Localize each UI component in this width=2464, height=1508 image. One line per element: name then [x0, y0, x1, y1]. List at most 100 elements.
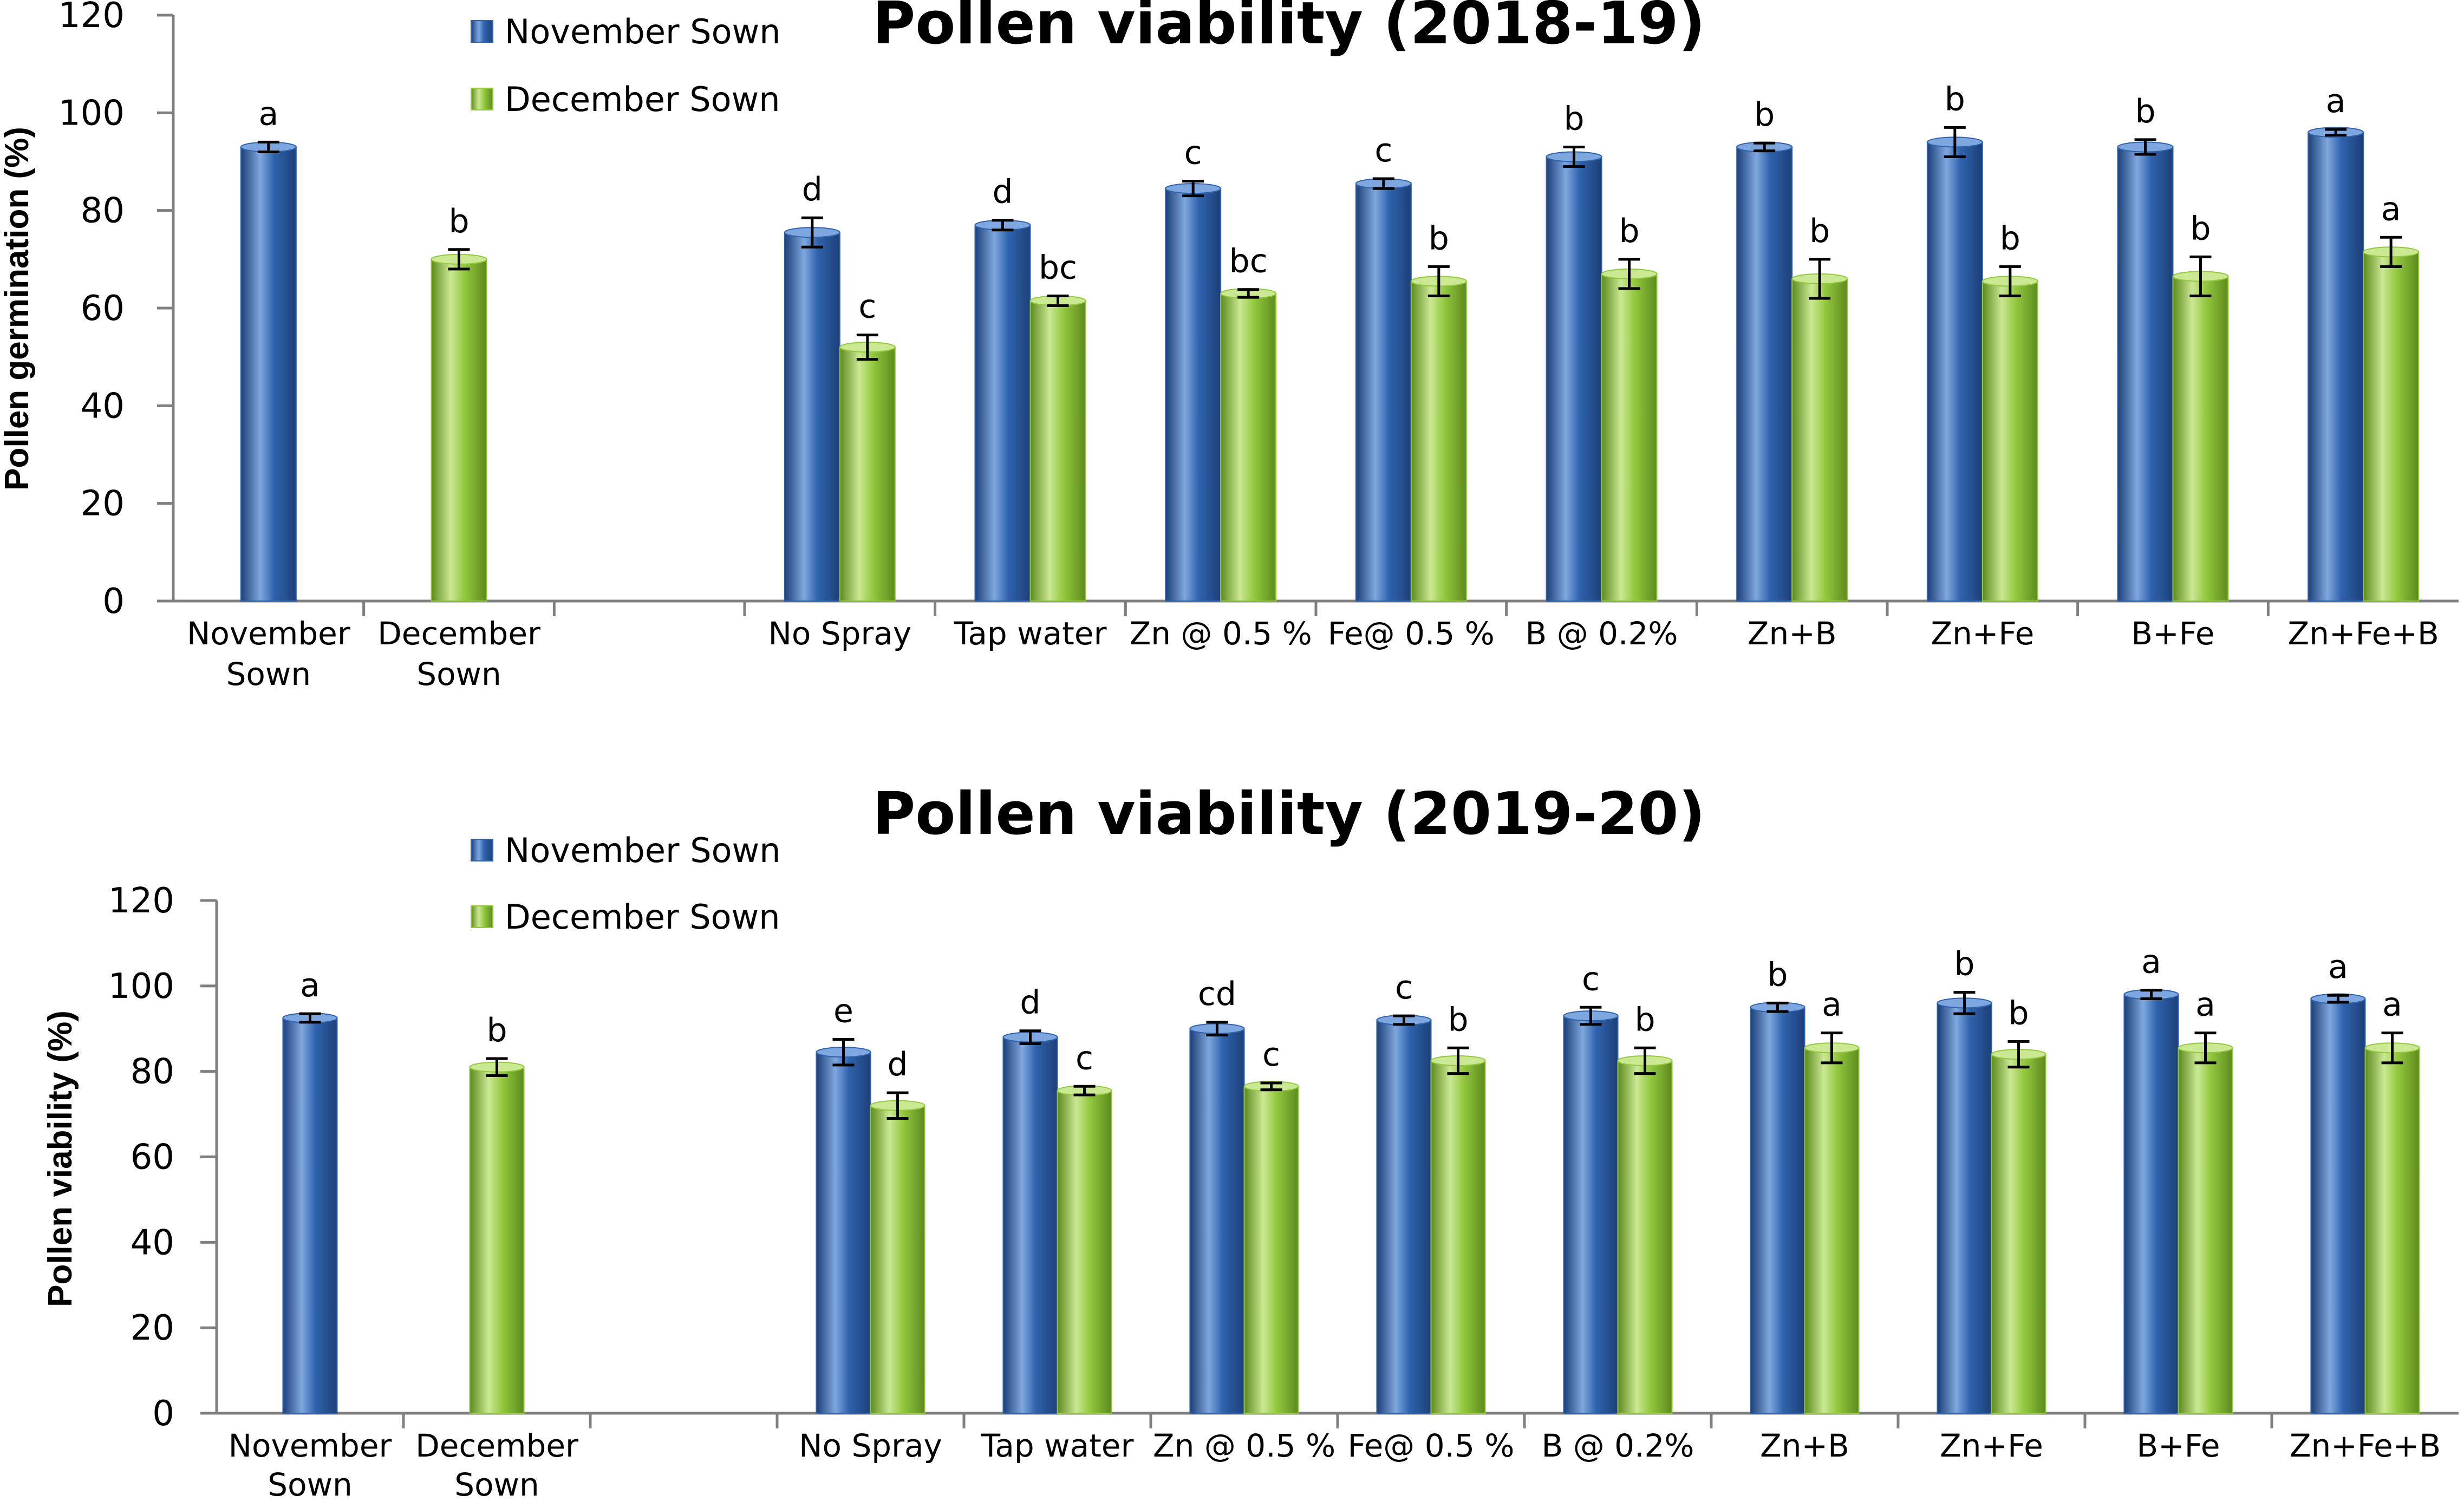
significance-label: e — [833, 992, 853, 1030]
bar-december — [1617, 1060, 1673, 1414]
bar-december — [1243, 1086, 1299, 1414]
significance-label: b — [1767, 956, 1788, 994]
bar-december — [1991, 1054, 2046, 1414]
x-category-label: No Spray — [768, 615, 912, 652]
bar-december — [2363, 251, 2420, 602]
bar-november — [2123, 994, 2179, 1414]
bar-november — [1937, 1002, 1992, 1414]
bar-november — [2307, 132, 2364, 602]
bar-november — [1002, 1036, 1058, 1414]
significance-label: b — [1754, 96, 1775, 134]
significance-label: c — [1075, 1039, 1093, 1077]
y-tick-label: 0 — [102, 582, 125, 622]
y-tick-label: 40 — [81, 386, 125, 426]
y-tick-label: 120 — [58, 0, 125, 36]
y-tick-label: 60 — [131, 1138, 174, 1178]
y-axis-label: Pollen viability (%) — [42, 1010, 79, 1307]
significance-label: b — [2008, 994, 2029, 1032]
bar-december — [1791, 278, 1848, 602]
significance-label: b — [2135, 93, 2155, 130]
x-category-label: November — [229, 1427, 392, 1464]
bar-november — [282, 1017, 338, 1414]
bar-december — [1057, 1090, 1112, 1414]
legend-label-november: November Sown — [505, 12, 781, 51]
y-tick-label: 120 — [108, 881, 174, 921]
x-category-label: B @ 0.2% — [1525, 615, 1678, 652]
legend-swatch-november — [471, 20, 493, 43]
x-category-label: December — [415, 1427, 578, 1464]
x-category-label: Tap water — [981, 1427, 1134, 1464]
significance-label: b — [2190, 210, 2211, 247]
significance-label: d — [1020, 984, 1040, 1022]
y-tick-label: 0 — [152, 1394, 174, 1434]
x-category-label: November — [187, 615, 350, 652]
x-category-label: Fe@ 0.5 % — [1328, 615, 1495, 652]
significance-label: b — [1448, 1001, 1468, 1039]
bar-december — [870, 1105, 925, 1414]
significance-label: b — [1429, 219, 1449, 257]
bar-november — [2117, 146, 2174, 602]
significance-label: b — [448, 203, 469, 240]
x-category-label: Sown — [454, 1466, 539, 1503]
significance-label: c — [1184, 134, 1202, 172]
legend-swatch-november — [471, 839, 493, 861]
x-category-label: Zn+B — [1748, 615, 1837, 652]
bar-december — [2172, 276, 2229, 602]
bar-december — [2364, 1047, 2420, 1414]
bar-november — [1750, 1007, 1805, 1414]
significance-label: a — [1822, 986, 1842, 1024]
y-tick-label: 40 — [131, 1223, 174, 1263]
significance-label: d — [992, 173, 1013, 211]
significance-label: c — [1395, 969, 1413, 1007]
bar-november — [1189, 1028, 1245, 1414]
significance-label: b — [1563, 100, 1584, 138]
bar-november — [1926, 141, 1983, 602]
y-tick-label: 80 — [81, 191, 125, 231]
x-category-label: B+Fe — [2136, 1427, 2220, 1464]
significance-label: b — [2000, 219, 2020, 257]
bar-december — [1220, 292, 1277, 602]
legend-label-december: December Sown — [505, 80, 780, 119]
significance-label: a — [2326, 82, 2346, 120]
x-category-label: B+Fe — [2131, 615, 2214, 652]
legend-swatch-december — [471, 88, 493, 110]
bar-december — [1804, 1047, 1860, 1414]
significance-label: b — [1809, 212, 1830, 250]
significance-label: a — [2141, 943, 2161, 981]
significance-label: a — [300, 967, 320, 1004]
x-category-label: B @ 0.2% — [1541, 1427, 1694, 1464]
x-category-label: Zn @ 0.5 % — [1130, 615, 1312, 652]
x-category-label: Sown — [416, 656, 501, 693]
y-tick-label: 20 — [81, 484, 125, 524]
bar-december — [1430, 1060, 1486, 1414]
x-category-label: Zn+Fe+B — [2290, 1427, 2441, 1464]
significance-label: c — [858, 288, 876, 326]
bar-november — [1563, 1015, 1619, 1414]
bar-december — [1410, 280, 1467, 602]
bar-december — [1981, 280, 2038, 602]
y-tick-label: 60 — [81, 289, 125, 329]
significance-label: bc — [1039, 249, 1077, 286]
significance-label: a — [2195, 986, 2215, 1024]
significance-label: b — [1634, 1001, 1655, 1039]
x-category-label: Zn+B — [1760, 1427, 1849, 1464]
bar-november — [816, 1052, 871, 1414]
x-category-label: Zn+Fe — [1940, 1427, 2043, 1464]
bar-november — [1376, 1019, 1432, 1414]
significance-label: c — [1262, 1036, 1280, 1074]
bar-december — [431, 258, 487, 602]
bar-december — [839, 347, 896, 602]
significance-label: a — [258, 95, 278, 133]
significance-label: b — [1945, 80, 1965, 118]
chart-title: Pollen viability (2019-20) — [872, 780, 1705, 848]
significance-label: cd — [1198, 975, 1236, 1013]
bar-december — [2178, 1047, 2233, 1414]
x-category-label: Zn @ 0.5 % — [1153, 1427, 1335, 1464]
x-category-label: Zn+Fe+B — [2287, 615, 2439, 652]
significance-label: c — [1374, 132, 1392, 169]
chart-2018-19: Pollen viability (2018-19) 0 20 40 60 80 100 12… — [0, 0, 2459, 693]
bar-november — [1546, 156, 1602, 602]
x-category-label: Zn+Fe — [1931, 615, 2034, 652]
significance-label: b — [1954, 945, 1974, 983]
